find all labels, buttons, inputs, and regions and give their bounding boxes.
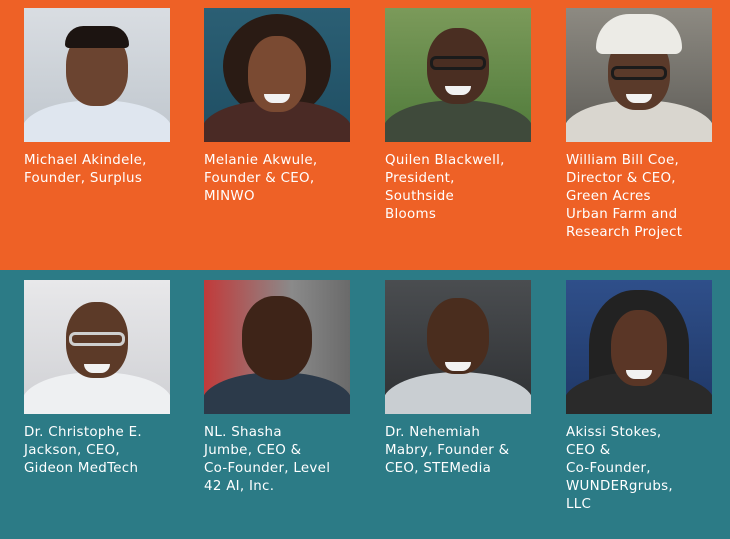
person-caption: Dr. Nehemiah Mabry, Founder & CEO, STEMe… [385,425,510,476]
person-caption: Quilen Blackwell, President, Southside B… [385,153,505,222]
portrait-photo [385,280,531,414]
person-caption: Melanie Akwule, Founder & CEO, MINWO [204,153,318,204]
person-card: Dr. Nehemiah Mabry, Founder & CEO, STEMe… [385,280,531,478]
person-card: Michael Akindele, Founder, Surplus [24,8,170,188]
portrait-photo [566,280,712,414]
portrait-photo [385,8,531,142]
person-caption: Akissi Stokes, CEO & Co-Founder, WUNDERg… [566,425,673,512]
person-caption: William Bill Coe, Director & CEO, Green … [566,153,683,240]
person-caption: Michael Akindele, Founder, Surplus [24,153,147,186]
portrait-photo [204,8,350,142]
portrait-photo [566,8,712,142]
person-caption: NL. Shasha Jumbe, CEO & Co-Founder, Leve… [204,425,331,494]
portrait-photo [24,280,170,414]
person-card: NL. Shasha Jumbe, CEO & Co-Founder, Leve… [204,280,350,496]
portrait-photo [204,280,350,414]
person-card: Quilen Blackwell, President, Southside B… [385,8,531,224]
person-card: Akissi Stokes, CEO & Co-Founder, WUNDERg… [566,280,712,514]
portrait-photo [24,8,170,142]
person-card: Dr. Christophe E. Jackson, CEO, Gideon M… [24,280,170,478]
person-card: Melanie Akwule, Founder & CEO, MINWO [204,8,350,206]
person-card: William Bill Coe, Director & CEO, Green … [566,8,712,242]
person-caption: Dr. Christophe E. Jackson, CEO, Gideon M… [24,425,142,476]
